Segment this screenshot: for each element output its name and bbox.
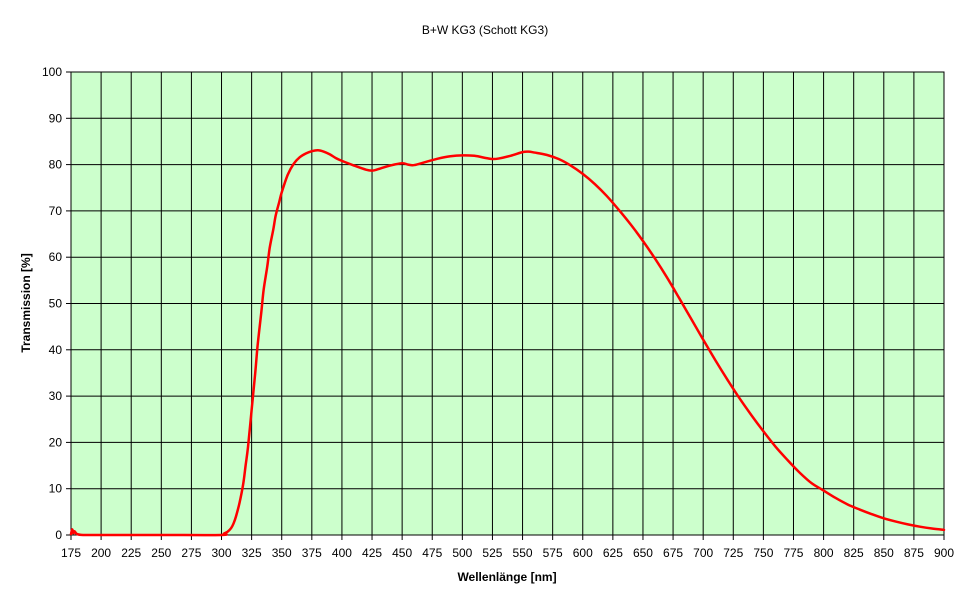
y-tick-label: 40 [49, 343, 63, 357]
x-axis-ticks: 175 200 225 250 275 300 325 350 375 400 425 450 475 5… [61, 535, 954, 560]
y-tick-label: 10 [49, 482, 63, 496]
x-tick-label: 300 [212, 546, 232, 560]
x-tick-label: 350 [272, 546, 292, 560]
transmission-curve [69, 148, 946, 537]
y-tick-label: 50 [49, 297, 63, 311]
y-tick-label: 90 [49, 111, 63, 125]
x-tick-label: 525 [482, 546, 502, 560]
x-axis-label: Wellenlänge [nm] [457, 570, 556, 584]
x-tick-label: 225 [121, 546, 141, 560]
x-tick-label: 175 [61, 546, 81, 560]
x-tick-label: 600 [573, 546, 593, 560]
x-tick-label: 500 [452, 546, 472, 560]
x-tick-label: 375 [302, 546, 322, 560]
y-tick-label: 60 [49, 250, 63, 264]
y-tick-label: 80 [49, 158, 63, 172]
x-tick-label: 450 [392, 546, 412, 560]
horizontal-gridlines [71, 71, 944, 536]
x-tick-label: 650 [633, 546, 653, 560]
x-tick-label: 625 [603, 546, 623, 560]
x-tick-label: 875 [904, 546, 924, 560]
x-tick-label: 900 [934, 546, 954, 560]
y-tick-label: 0 [55, 528, 62, 542]
x-tick-label: 550 [513, 546, 533, 560]
x-tick-label: 750 [753, 546, 773, 560]
x-tick-label: 700 [693, 546, 713, 560]
x-tick-label: 400 [332, 546, 352, 560]
x-tick-label: 775 [783, 546, 803, 560]
x-tick-label: 250 [151, 546, 171, 560]
x-tick-label: 800 [814, 546, 834, 560]
y-tick-label: 30 [49, 389, 63, 403]
x-tick-label: 275 [181, 546, 201, 560]
y-axis-ticks: 0 10 20 30 40 50 60 70 80 90 100 [42, 65, 71, 542]
x-tick-label: 325 [242, 546, 262, 560]
y-axis-label: Transmission [%] [19, 253, 33, 352]
x-tick-label: 200 [91, 546, 111, 560]
x-tick-label: 675 [663, 546, 683, 560]
x-tick-label: 850 [874, 546, 894, 560]
x-tick-label: 575 [543, 546, 563, 560]
x-tick-label: 825 [844, 546, 864, 560]
y-tick-label: 100 [42, 65, 62, 79]
chart-title: B+W KG3 (Schott KG3) [422, 23, 548, 37]
x-tick-label: 725 [723, 546, 743, 560]
x-tick-label: 475 [422, 546, 442, 560]
y-tick-label: 70 [49, 204, 63, 218]
x-tick-label: 425 [362, 546, 382, 560]
y-tick-label: 20 [49, 435, 63, 449]
